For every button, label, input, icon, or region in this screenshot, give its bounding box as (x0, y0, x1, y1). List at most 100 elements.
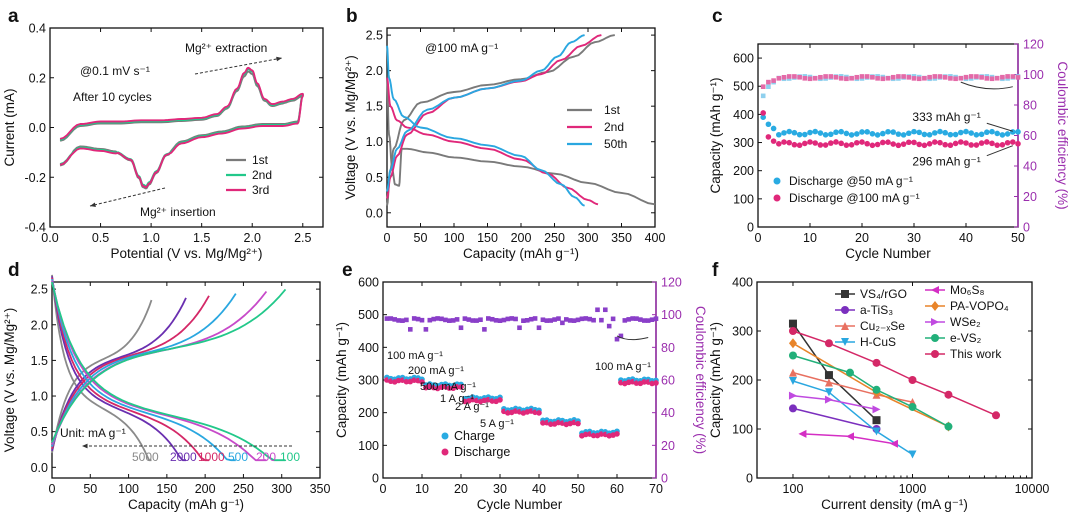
ce-point (937, 74, 943, 79)
y-tick-label: 0.0 (366, 206, 383, 220)
x-tick-label: 20 (454, 482, 468, 496)
x-tick-label: 50 (1011, 231, 1025, 245)
legend-label: Discharge @100 mA g⁻¹ (789, 191, 920, 205)
capacity-point (807, 139, 813, 145)
capacity-point (781, 139, 787, 145)
y2-tick-label: 60 (1023, 129, 1037, 143)
y2-tick-label: 120 (661, 276, 682, 290)
ce-point (423, 327, 429, 332)
capacity-point (833, 129, 839, 136)
ce-point (1000, 74, 1005, 80)
capacity-point (859, 139, 865, 145)
data-marker (824, 339, 833, 348)
capacity-point (828, 140, 834, 146)
ce-point (849, 75, 854, 81)
panel-label-d: d (8, 260, 20, 281)
ce-point (649, 317, 655, 322)
x-tick-label: 0 (380, 482, 387, 496)
ce-point (587, 316, 592, 322)
capacity-point (843, 130, 850, 137)
capacity-point (828, 131, 834, 138)
capacity-point (973, 142, 980, 148)
ce-point (556, 316, 561, 321)
capacity-point (947, 131, 954, 138)
ce-point (548, 318, 553, 323)
y-axis-label: Voltage (V vs. Mg/Mg²⁺) (2, 308, 17, 452)
ce-point (466, 317, 472, 322)
capacity-point (906, 130, 912, 137)
ce-point (431, 316, 436, 322)
ce-point (760, 84, 766, 89)
capacity-point (1010, 139, 1016, 145)
ce-point (906, 75, 912, 80)
extraction-arrow-head (276, 56, 282, 62)
y-tick-label: 600 (733, 52, 754, 66)
x-tick-label: 0.0 (41, 231, 58, 245)
rate-label: 100 (280, 450, 300, 464)
data-marker (824, 378, 833, 387)
x-tick-label: 50 (83, 482, 97, 496)
x-tick-label: 350 (310, 482, 331, 496)
data-marker (841, 306, 849, 314)
capacity-point (978, 131, 985, 138)
x-tick-label: 300 (271, 482, 292, 496)
data-marker (908, 402, 917, 411)
panel-label-b: b (346, 6, 358, 27)
series-line (792, 407, 877, 430)
ce-point (458, 325, 464, 331)
capacity-point (822, 132, 829, 138)
capacity-point (984, 139, 990, 145)
x-tick-label: 300 (578, 231, 599, 245)
ce-point (792, 74, 797, 79)
rate-label: 2000 (170, 450, 197, 464)
ce-point (560, 320, 565, 326)
ce-point (411, 316, 417, 321)
discharge-curve-200 (51, 280, 267, 462)
insertion-annotation: Mg²⁺ insertion (140, 205, 216, 219)
y-tick-label: 0 (372, 472, 379, 486)
y-tick-label: 0.0 (31, 461, 48, 475)
data-marker (872, 405, 881, 414)
ce-point (994, 75, 1000, 81)
capacity-point (926, 141, 933, 147)
ce-point (614, 336, 620, 342)
ce-point (517, 325, 522, 331)
discharge-curve-2000 (51, 276, 186, 462)
ce-point (645, 318, 651, 323)
x-tick-label: 10 (415, 482, 429, 496)
series-line (792, 330, 997, 416)
y-tick-label: 1.0 (31, 390, 48, 404)
y-tick-label: 100 (358, 439, 379, 453)
ce-point (443, 317, 448, 323)
capacity-point (906, 139, 912, 146)
data-marker (788, 351, 797, 360)
ce-point (630, 316, 635, 321)
x-axis-label: Cycle Number (477, 497, 563, 512)
x-tick-label: 0.5 (92, 231, 109, 245)
data-marker (931, 350, 939, 358)
discharge-point (536, 410, 542, 416)
capacity-point (776, 141, 782, 147)
rate-label: 1 A g⁻¹ (440, 393, 474, 405)
capacity-point (848, 141, 855, 148)
capacity-point (963, 128, 969, 135)
data-marker (908, 450, 917, 459)
ce-point (781, 74, 787, 80)
ce-point (875, 76, 880, 81)
capacity-point (932, 139, 938, 145)
discharge-curve-1000 (51, 277, 209, 462)
ce-point (544, 318, 550, 323)
data-marker (824, 395, 833, 404)
low-annotation: 296 mAh g⁻¹ (912, 155, 980, 169)
discharge-point (614, 431, 620, 437)
capacity-point (770, 138, 777, 144)
y-tick-label: 0 (747, 221, 754, 235)
ce-point (1015, 75, 1021, 80)
capacity-point (989, 140, 995, 147)
x-tick-label: 250 (544, 231, 565, 245)
ce-point (532, 316, 538, 321)
ce-point (384, 316, 390, 321)
cycles-annotation: After 10 cycles (73, 90, 152, 104)
x-tick-label: 0 (49, 482, 56, 496)
